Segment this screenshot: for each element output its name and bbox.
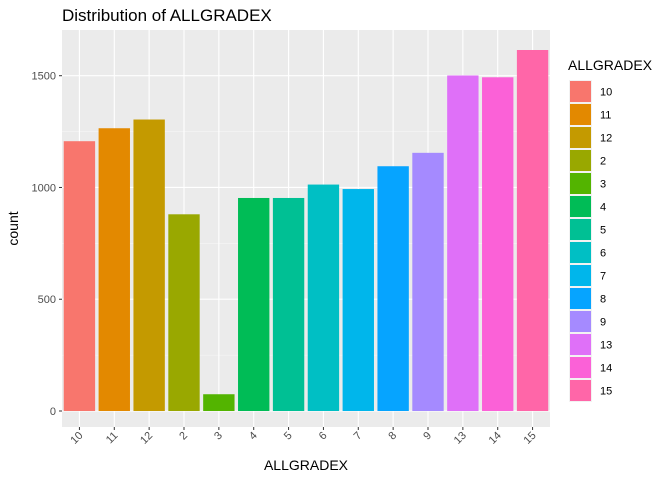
legend-swatch: [570, 242, 591, 263]
x-tick-label: 14: [487, 430, 504, 447]
x-tick-label: 12: [138, 430, 155, 447]
legend-label: 15: [600, 386, 612, 398]
legend-swatch: [570, 311, 591, 332]
legend-swatch: [570, 219, 591, 240]
bar-12: [133, 119, 165, 412]
x-tick-label: 8: [386, 430, 399, 443]
y-tick-label: 1500: [32, 71, 56, 83]
x-tick-label: 4: [247, 430, 260, 443]
legend-label: 13: [600, 340, 612, 352]
legend: ALLGRADEX 10 11 12 2 3 4 5 6 7 8 9 13 14 15: [568, 57, 653, 402]
legend-swatch: [570, 265, 591, 286]
legend-swatch: [570, 288, 591, 309]
bar-5: [272, 197, 305, 411]
legend-label: 5: [600, 225, 606, 237]
x-tick-label: 9: [421, 430, 434, 443]
bar-8: [377, 166, 409, 411]
legend-swatch: [570, 104, 591, 125]
bar-6: [307, 184, 340, 411]
bar-3: [203, 394, 235, 411]
bar-4: [238, 197, 270, 411]
bar-10: [63, 141, 96, 411]
legend-label: 6: [600, 248, 606, 260]
legend-label: 3: [600, 179, 606, 191]
legend-label: 14: [600, 363, 612, 375]
y-tick-label: 1000: [32, 182, 56, 194]
legend-label: 9: [600, 317, 606, 329]
bar-9: [412, 152, 444, 411]
x-tick-label: 2: [177, 430, 190, 443]
x-tick-label: 13: [452, 430, 469, 447]
legend-swatch: [570, 173, 591, 194]
bars: [63, 50, 549, 412]
y-axis-ticks: 0 500 1000 1500: [32, 71, 62, 418]
legend-swatch: [570, 127, 591, 148]
legend-swatch: [570, 380, 591, 401]
bar-7: [342, 189, 374, 411]
y-axis-title: count: [5, 211, 21, 245]
legend-swatch: [570, 334, 591, 355]
x-axis-title: ALLGRADEX: [264, 457, 349, 473]
chart-title: Distribution of ALLGRADEX: [62, 6, 272, 25]
x-axis-ticks: 10 11 12 2 3 4 5 6 7 8 9 13 14 15: [68, 427, 539, 447]
x-tick-label: 3: [212, 430, 225, 443]
legend-swatch: [570, 150, 591, 171]
x-tick-label: 5: [282, 430, 295, 443]
x-tick-label: 7: [352, 430, 365, 443]
legend-label: 10: [600, 87, 612, 99]
legend-items: 10 11 12 2 3 4 5 6 7 8 9 13 14 15: [569, 80, 612, 402]
x-tick-label: 6: [317, 430, 330, 443]
x-tick-label: 15: [522, 430, 539, 447]
bar-13: [447, 75, 479, 411]
bar-2: [168, 214, 200, 411]
bar-15: [516, 50, 549, 411]
bar-11: [98, 128, 130, 411]
legend-label: 12: [600, 133, 612, 145]
legend-swatch: [570, 81, 591, 102]
legend-label: 4: [600, 202, 606, 214]
legend-label: 11: [600, 110, 611, 122]
legend-title: ALLGRADEX: [568, 57, 653, 73]
x-tick-label: 11: [104, 430, 121, 447]
legend-label: 2: [600, 156, 606, 168]
legend-swatch: [570, 357, 591, 378]
legend-label: 7: [600, 271, 606, 283]
legend-swatch: [570, 196, 591, 217]
bar-14: [482, 77, 514, 411]
y-tick-label: 500: [38, 294, 56, 306]
y-tick-label: 0: [50, 406, 56, 418]
legend-label: 8: [600, 294, 606, 306]
x-tick-label: 10: [68, 430, 85, 447]
